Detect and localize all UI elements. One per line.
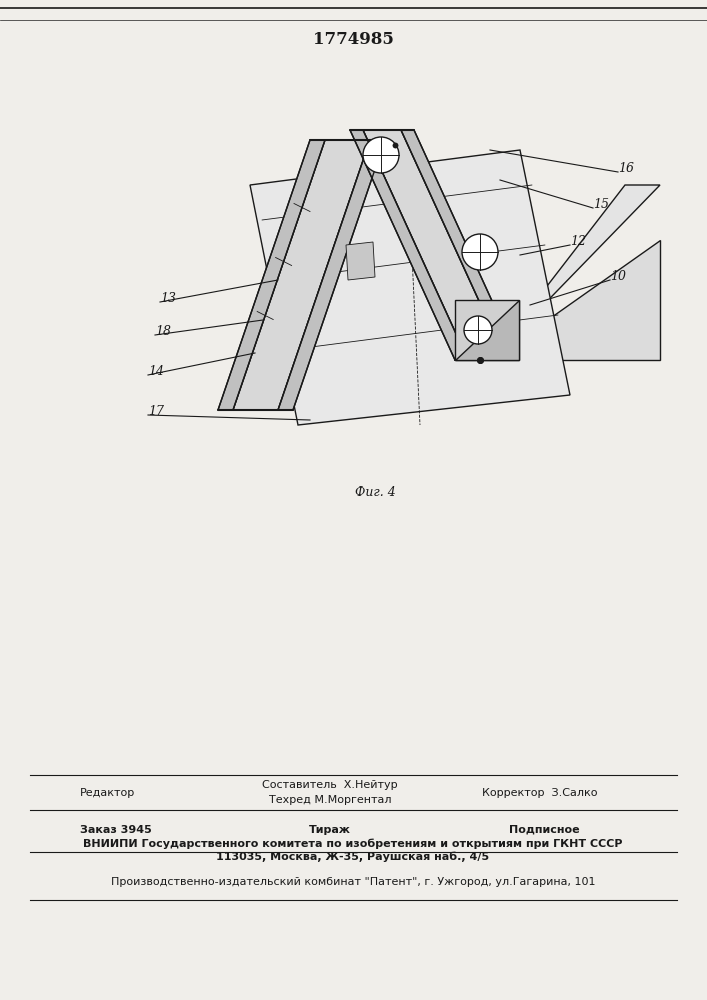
Polygon shape — [346, 242, 375, 280]
Text: 14: 14 — [148, 365, 164, 378]
Text: 16: 16 — [618, 162, 634, 175]
Text: Фиг. 4: Фиг. 4 — [355, 486, 395, 498]
Text: Составитель  Х.Нейтур: Составитель Х.Нейтур — [262, 780, 398, 790]
Text: ВНИИПИ Государственного комитета по изобретениям и открытиям при ГКНТ СССР: ВНИИПИ Государственного комитета по изоб… — [83, 839, 623, 849]
Text: Заказ 3945: Заказ 3945 — [80, 825, 152, 835]
Polygon shape — [278, 140, 385, 410]
Text: Производственно-издательский комбинат "Патент", г. Ужгород, ул.Гагарина, 101: Производственно-издательский комбинат "П… — [111, 877, 595, 887]
Text: 10: 10 — [610, 270, 626, 283]
Text: 17: 17 — [148, 405, 164, 418]
Text: 12: 12 — [570, 235, 586, 248]
Polygon shape — [490, 185, 660, 360]
Polygon shape — [455, 300, 519, 360]
Polygon shape — [350, 130, 468, 360]
Text: 1774985: 1774985 — [312, 31, 393, 48]
Text: Редактор: Редактор — [80, 788, 135, 798]
Circle shape — [462, 234, 498, 270]
Polygon shape — [490, 240, 660, 360]
Polygon shape — [455, 300, 519, 360]
Polygon shape — [233, 140, 370, 410]
Text: 15: 15 — [593, 198, 609, 211]
Text: 18: 18 — [155, 325, 171, 338]
Text: 13: 13 — [160, 292, 176, 305]
Polygon shape — [363, 130, 506, 360]
Circle shape — [363, 137, 399, 173]
Text: Техред М.Моргентал: Техред М.Моргентал — [269, 795, 391, 805]
Polygon shape — [401, 130, 519, 360]
Text: Подписное: Подписное — [509, 825, 580, 835]
Text: Тираж: Тираж — [309, 825, 351, 835]
Circle shape — [464, 316, 492, 344]
Polygon shape — [218, 140, 325, 410]
Polygon shape — [250, 150, 570, 425]
Text: 113035, Москва, Ж-35, Раушская наб., 4/5: 113035, Москва, Ж-35, Раушская наб., 4/5 — [216, 852, 489, 862]
Text: Корректор  З.Салко: Корректор З.Салко — [482, 788, 597, 798]
